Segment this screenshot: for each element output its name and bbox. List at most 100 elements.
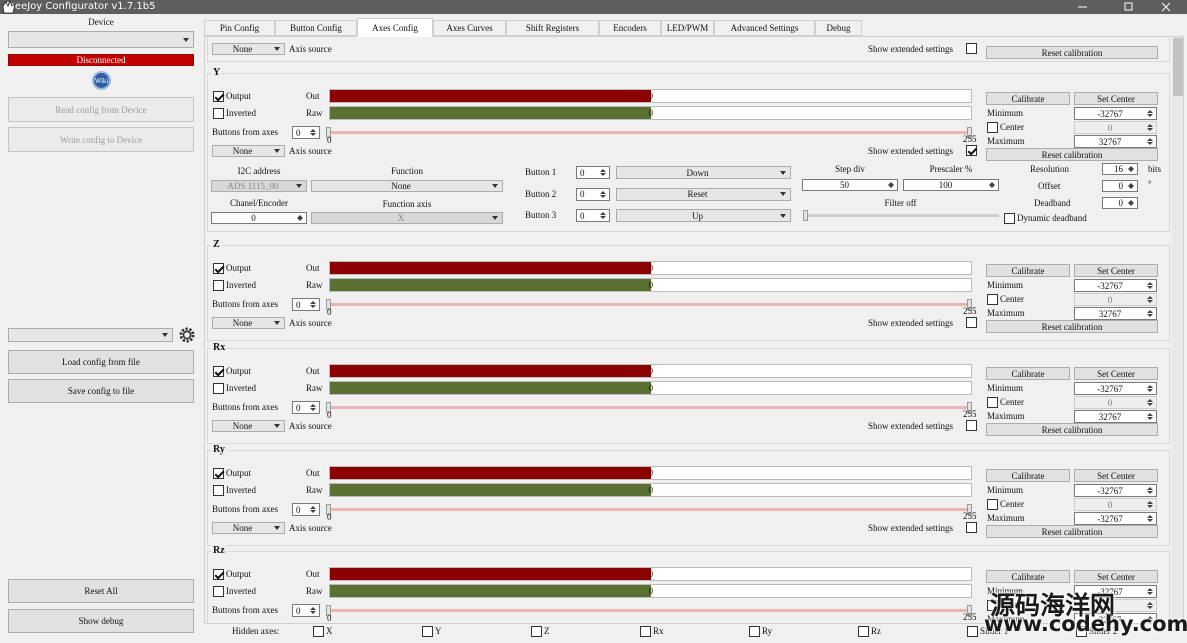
scroll-thumb[interactable] — [1173, 38, 1183, 96]
maximum[interactable]: 32767 — [1074, 410, 1157, 423]
button-action[interactable]: Reset — [616, 187, 791, 201]
tab[interactable]: Shift Registers — [506, 20, 599, 36]
center[interactable]: 0 — [1074, 396, 1157, 409]
buttons-from-axes[interactable]: 0 — [292, 503, 320, 516]
i2c-select[interactable]: ADS 1115_00 — [211, 180, 307, 192]
center[interactable]: 0 — [1074, 121, 1157, 134]
slider-thumb[interactable] — [967, 605, 972, 616]
tab[interactable]: LED/PWM — [661, 20, 714, 36]
slider-thumb[interactable] — [967, 127, 972, 138]
prescaler[interactable]: 100 — [903, 179, 999, 191]
reset-calibration[interactable]: Reset calibration — [986, 46, 1158, 59]
minimum[interactable]: -32767 — [1074, 107, 1157, 120]
axis-source[interactable]: None — [212, 522, 285, 534]
reset-calibration[interactable]: Reset calibration — [986, 423, 1158, 436]
calibrate-button[interactable]: Calibrate — [986, 92, 1070, 105]
deadband[interactable]: 0 — [1102, 197, 1138, 209]
button-number[interactable]: 0 — [576, 187, 610, 201]
output-checkbox[interactable] — [213, 366, 224, 377]
button-action[interactable]: Down — [616, 166, 791, 179]
inverted-checkbox[interactable] — [213, 108, 224, 119]
axis-source[interactable]: None — [212, 317, 285, 329]
center[interactable]: 0 — [1074, 293, 1157, 306]
output-checkbox[interactable] — [213, 569, 224, 580]
buttons-from-axes[interactable]: 0 — [292, 401, 320, 414]
center-checkbox[interactable] — [987, 600, 998, 611]
minimum[interactable]: -32767 — [1074, 585, 1157, 598]
inverted-checkbox[interactable] — [213, 586, 224, 597]
reset-calibration[interactable]: Reset calibration — [986, 148, 1158, 161]
hidden-axis-checkbox[interactable] — [1076, 626, 1087, 637]
channel[interactable]: 0 — [211, 212, 307, 224]
hidden-axis-checkbox[interactable] — [640, 626, 651, 637]
function-axis-select[interactable]: X — [311, 212, 503, 224]
extended-checkbox[interactable] — [966, 145, 977, 156]
hidden-axis-checkbox[interactable] — [749, 626, 760, 637]
config-select[interactable] — [8, 328, 173, 342]
maximum[interactable]: 32767 — [1074, 135, 1157, 148]
axis-source[interactable]: None — [212, 145, 285, 157]
calibrate-button[interactable]: Calibrate — [986, 264, 1070, 277]
center[interactable]: 0 — [1074, 498, 1157, 511]
calibrate-button[interactable]: Calibrate — [986, 469, 1070, 482]
hidden-axis-checkbox[interactable] — [531, 626, 542, 637]
tab[interactable]: Axes Config — [357, 18, 433, 37]
slider-thumb[interactable] — [967, 299, 972, 310]
output-checkbox[interactable] — [213, 263, 224, 274]
slider-thumb[interactable] — [326, 402, 331, 413]
slider-thumb[interactable] — [967, 402, 972, 413]
reset-calibration[interactable]: Reset calibration — [986, 525, 1158, 538]
function-select[interactable]: None — [311, 180, 503, 192]
resolution[interactable]: 16 — [1102, 163, 1138, 175]
slider-thumb[interactable] — [326, 605, 331, 616]
settings-icon[interactable] — [178, 326, 196, 344]
maximum[interactable]: 32767 — [1074, 307, 1157, 320]
inverted-checkbox[interactable] — [213, 280, 224, 291]
hidden-axis-checkbox[interactable] — [313, 626, 324, 637]
slider-thumb[interactable] — [326, 127, 331, 138]
scrollbar[interactable] — [1172, 37, 1183, 623]
offset[interactable]: 0 — [1102, 180, 1138, 192]
extended-checkbox[interactable] — [966, 43, 977, 54]
write-button[interactable]: Write config to Device — [8, 127, 194, 152]
slider-thumb[interactable] — [326, 504, 331, 515]
minimum[interactable]: -32767 — [1074, 279, 1157, 292]
tab[interactable]: Pin Config — [204, 20, 275, 36]
reset-calibration[interactable]: Reset calibration — [986, 320, 1158, 333]
calibrate-button[interactable]: Calibrate — [986, 367, 1070, 380]
tab[interactable]: Debug — [815, 20, 862, 36]
device-select[interactable] — [8, 31, 194, 48]
buttons-from-axes[interactable]: 0 — [292, 298, 320, 311]
set-center-button[interactable]: Set Center — [1074, 570, 1158, 583]
axis-source[interactable]: None — [212, 623, 285, 624]
set-center-button[interactable]: Set Center — [1074, 92, 1158, 105]
center-checkbox[interactable] — [987, 122, 998, 133]
tab[interactable]: Axes Curves — [433, 20, 506, 36]
output-checkbox[interactable] — [213, 468, 224, 479]
minimum[interactable]: -32767 — [1074, 484, 1157, 497]
minimum[interactable]: -32767 — [1074, 382, 1157, 395]
wiki-link[interactable] — [92, 71, 111, 90]
extended-checkbox[interactable] — [966, 623, 977, 624]
center-checkbox[interactable] — [987, 499, 998, 510]
filter-thumb[interactable] — [803, 210, 808, 221]
buttons-from-axes[interactable]: 0 — [292, 126, 320, 139]
button-number[interactable]: 0 — [576, 166, 610, 179]
extended-checkbox[interactable] — [966, 420, 977, 431]
set-center-button[interactable]: Set Center — [1074, 469, 1158, 482]
extended-checkbox[interactable] — [966, 317, 977, 328]
hidden-axis-checkbox[interactable] — [967, 626, 978, 637]
calibrate-button[interactable]: Calibrate — [986, 570, 1070, 583]
output-checkbox[interactable] — [213, 91, 224, 102]
maximum[interactable]: 32767 — [1074, 613, 1157, 623]
center-checkbox[interactable] — [987, 294, 998, 305]
window-controls[interactable] — [1070, 0, 1187, 14]
axis-source[interactable]: None — [212, 420, 285, 432]
hidden-axis-checkbox[interactable] — [858, 626, 869, 637]
debug-button[interactable]: Show debug — [8, 609, 194, 633]
step-div[interactable]: 50 — [802, 179, 898, 191]
center[interactable]: 0 — [1074, 599, 1157, 612]
maximum[interactable]: -32767 — [1074, 512, 1157, 525]
axis-source[interactable]: None — [212, 43, 285, 55]
buttons-from-axes[interactable]: 0 — [292, 604, 320, 617]
